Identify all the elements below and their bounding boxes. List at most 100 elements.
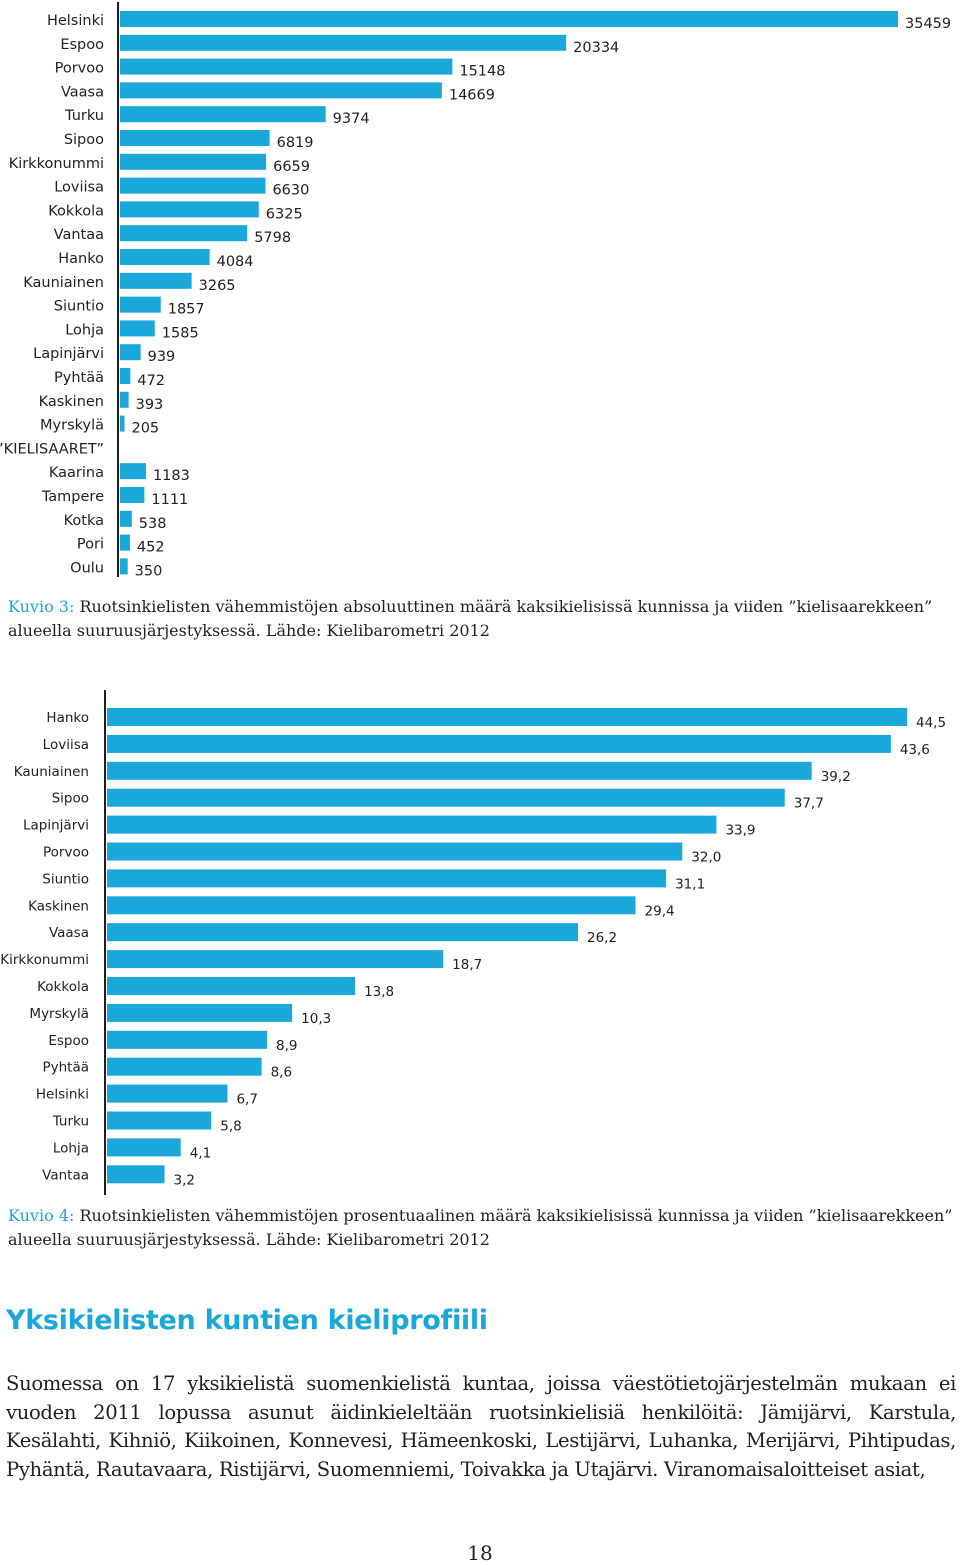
bar bbox=[120, 130, 270, 146]
figure-3-caption: Kuvio 3: Ruotsinkielisten vähemmistöjen … bbox=[8, 595, 954, 643]
category-label: Lapinjärvi bbox=[33, 346, 104, 362]
category-label: Hanko bbox=[46, 710, 89, 726]
bar bbox=[120, 82, 442, 99]
category-label: Helsinki bbox=[36, 1087, 89, 1103]
figure-4-caption: Kuvio 4: Ruotsinkielisten vähemmistöjen … bbox=[8, 1204, 954, 1252]
bar bbox=[120, 58, 453, 75]
figure-3-label: Kuvio 3: bbox=[8, 597, 75, 616]
bar bbox=[120, 463, 146, 480]
category-label: Vantaa bbox=[42, 1167, 89, 1183]
category-label: Kauniainen bbox=[14, 764, 89, 780]
bar bbox=[107, 1030, 267, 1049]
value-label: 4,1 bbox=[190, 1145, 211, 1161]
bar bbox=[120, 510, 132, 527]
value-label: 6325 bbox=[266, 206, 303, 222]
value-label: 35459 bbox=[905, 16, 951, 32]
value-label: 5798 bbox=[254, 230, 291, 246]
category-label: Porvoo bbox=[43, 845, 89, 861]
category-label: Kirkkonummi bbox=[0, 952, 89, 968]
value-label: 3265 bbox=[199, 278, 236, 294]
bar bbox=[120, 153, 267, 170]
value-label: 6819 bbox=[277, 135, 314, 151]
bar bbox=[107, 734, 891, 753]
value-label: 44,5 bbox=[916, 715, 946, 731]
category-label: Turku bbox=[64, 108, 104, 124]
category-label: Turku bbox=[52, 1114, 89, 1130]
bar bbox=[120, 344, 141, 361]
value-label: 538 bbox=[139, 516, 167, 532]
category-label: Lohja bbox=[65, 322, 104, 338]
bar bbox=[107, 761, 812, 780]
category-label: Loviisa bbox=[43, 737, 89, 753]
bar bbox=[107, 1003, 293, 1022]
bar bbox=[120, 320, 155, 337]
bar bbox=[120, 534, 130, 551]
value-label: 10,3 bbox=[301, 1011, 331, 1027]
category-label: Kirkkonummi bbox=[9, 156, 104, 172]
category-label: Pyhtää bbox=[42, 1060, 89, 1076]
category-label: Sipoo bbox=[52, 791, 89, 807]
bar bbox=[107, 923, 579, 942]
category-label: Kaskinen bbox=[39, 394, 104, 410]
value-label: 5,8 bbox=[220, 1119, 241, 1135]
value-label: 1111 bbox=[151, 492, 188, 508]
value-label: 3,2 bbox=[174, 1172, 195, 1188]
value-label: 9374 bbox=[333, 111, 370, 127]
value-label: 13,8 bbox=[364, 984, 394, 1000]
bar bbox=[120, 487, 145, 503]
category-label: Vantaa bbox=[54, 227, 104, 243]
bar bbox=[107, 842, 683, 861]
bar bbox=[120, 391, 129, 408]
value-label: 1183 bbox=[153, 468, 190, 484]
category-label: Siuntio bbox=[42, 871, 89, 887]
value-label: 39,2 bbox=[821, 769, 851, 785]
value-label: 1857 bbox=[168, 302, 205, 318]
value-label: 4084 bbox=[217, 254, 254, 270]
bar bbox=[120, 249, 210, 265]
value-label: 6659 bbox=[273, 159, 310, 175]
value-label: 14669 bbox=[449, 87, 495, 103]
value-label: 205 bbox=[131, 421, 159, 437]
category-label: Tampere bbox=[41, 489, 104, 505]
category-label: Sipoo bbox=[64, 132, 104, 148]
value-label: 8,6 bbox=[271, 1065, 292, 1081]
bar bbox=[120, 201, 259, 218]
bar bbox=[107, 869, 667, 888]
category-label: Lapinjärvi bbox=[23, 818, 89, 834]
category-label: Vaasa bbox=[61, 84, 104, 100]
bar bbox=[120, 225, 248, 242]
bar bbox=[120, 368, 131, 384]
value-label: 31,1 bbox=[675, 876, 705, 892]
bar bbox=[107, 977, 356, 995]
page-number: 18 bbox=[467, 1541, 493, 1565]
bar bbox=[107, 708, 907, 726]
category-label: Myrskylä bbox=[40, 418, 104, 434]
category-label: Hanko bbox=[58, 251, 104, 267]
bar bbox=[107, 1057, 262, 1076]
bar bbox=[107, 1138, 181, 1157]
bar bbox=[107, 1165, 165, 1184]
value-label: 939 bbox=[148, 349, 176, 365]
bar bbox=[107, 1084, 228, 1103]
value-label: 20334 bbox=[573, 40, 619, 56]
figure-3-text: Ruotsinkielisten vähemmistöjen absoluutt… bbox=[8, 597, 933, 640]
bar bbox=[107, 1111, 212, 1130]
value-label: 18,7 bbox=[452, 957, 482, 973]
bar bbox=[107, 950, 444, 969]
value-label: 43,6 bbox=[900, 742, 930, 758]
value-label: 26,2 bbox=[587, 930, 617, 946]
category-label: Vaasa bbox=[49, 925, 89, 941]
category-label: Kokkola bbox=[48, 203, 104, 219]
category-label: ”KIELISAARET” bbox=[0, 441, 104, 457]
figure-4-text: Ruotsinkielisten vähemmistöjen prosentua… bbox=[8, 1206, 953, 1249]
absolute-count-bar-chart: Helsinki 35459 Espoo 20334 Porvoo 15148 Vaasa 1… bbox=[0, 2, 951, 579]
bar bbox=[120, 272, 192, 289]
value-label: 8,9 bbox=[276, 1038, 297, 1054]
value-label: 6,7 bbox=[236, 1092, 257, 1108]
value-label: 452 bbox=[137, 540, 165, 556]
category-label: Espoo bbox=[60, 37, 104, 53]
category-label: Pyhtää bbox=[54, 370, 104, 386]
category-label: Kokkola bbox=[37, 979, 89, 995]
category-label: Oulu bbox=[70, 560, 104, 576]
bar bbox=[107, 815, 717, 834]
